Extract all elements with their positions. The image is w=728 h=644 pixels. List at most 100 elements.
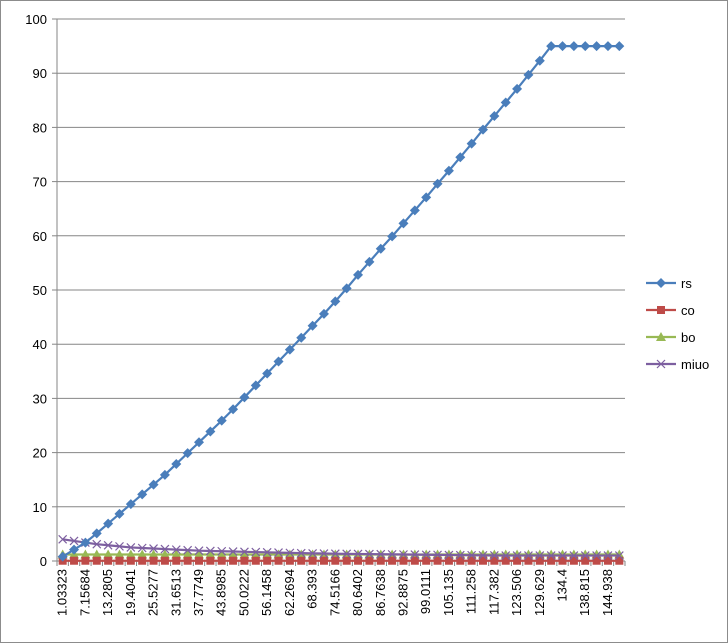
data-point-miuo [364, 549, 374, 559]
data-point-co [70, 556, 79, 565]
legend: rs co bo miuo [646, 276, 709, 372]
legend-marker [656, 359, 666, 369]
data-point-miuo [69, 536, 79, 546]
legend-marker [656, 278, 666, 288]
legend-item-co: co [646, 303, 695, 318]
x-tick-label: 117.382 [486, 569, 501, 615]
y-tick-label: 10 [33, 500, 47, 515]
data-point-co [319, 556, 328, 565]
x-tick-label: 99.0111 [418, 569, 433, 614]
x-tick-label: 37.7749 [191, 569, 206, 616]
data-point-rs [421, 192, 432, 203]
data-point-bo [171, 549, 182, 559]
legend-label: rs [681, 276, 692, 291]
data-point-miuo [308, 548, 318, 558]
data-point-co [535, 556, 544, 565]
data-point-rs [284, 344, 295, 355]
data-point-co [399, 556, 408, 565]
data-point-co [297, 556, 306, 565]
y-tick-label: 20 [33, 446, 47, 461]
data-point-bo [114, 549, 125, 559]
data-point-rs [546, 41, 557, 52]
data-point-rs [159, 469, 170, 480]
x-tick-label: 19.4041 [123, 569, 138, 616]
data-point-rs [91, 528, 102, 539]
data-point-miuo [194, 546, 204, 556]
data-point-rs [523, 69, 534, 80]
data-point-rs [330, 296, 341, 307]
data-point-miuo [262, 547, 272, 557]
data-point-bo [91, 549, 102, 559]
data-point-miuo [489, 551, 499, 560]
data-point-rs [432, 178, 443, 189]
data-point-co [456, 556, 465, 565]
data-point-miuo [603, 551, 613, 561]
data-point-co [81, 556, 90, 565]
data-point-miuo [92, 539, 102, 549]
data-point-miuo [444, 550, 454, 560]
data-point-miuo [228, 547, 238, 556]
data-point-miuo [183, 545, 193, 555]
data-point-co [513, 556, 522, 565]
data-point-rs [182, 448, 193, 459]
data-point-bo [148, 549, 159, 559]
data-point-miuo [274, 548, 283, 558]
x-tick-label: 144.938 [600, 569, 615, 616]
x-tick-label: 62.2694 [282, 569, 297, 616]
data-point-rs [364, 256, 375, 267]
x-tick-label: 111.258 [464, 569, 479, 614]
data-point-co [115, 556, 124, 565]
data-point-co [558, 556, 567, 565]
data-point-rs [307, 320, 318, 331]
data-point-rs [228, 404, 239, 415]
y-tick-label: 50 [33, 283, 47, 298]
series-rs [57, 41, 625, 562]
data-point-co [388, 556, 397, 565]
y-tick-label: 80 [33, 120, 47, 135]
data-point-rs [239, 392, 250, 403]
data-point-rs [216, 415, 227, 426]
legend-label: bo [681, 330, 695, 345]
data-point-miuo [217, 546, 227, 556]
y-tick-label: 70 [33, 175, 47, 190]
data-point-rs [455, 152, 466, 163]
data-point-bo [125, 549, 136, 559]
data-point-rs [602, 41, 613, 52]
data-point-rs [557, 41, 568, 52]
x-tick-label: 43.8985 [214, 569, 229, 616]
data-point-miuo [330, 549, 340, 559]
data-point-rs [409, 205, 420, 216]
data-point-miuo [580, 551, 590, 561]
data-point-bo [228, 549, 239, 559]
data-point-co [501, 556, 510, 565]
data-point-rs [171, 458, 182, 469]
data-point-rs [353, 269, 364, 280]
data-point-co [615, 556, 624, 565]
series-miuo [58, 534, 624, 561]
data-point-rs [534, 55, 545, 66]
data-point-rs [443, 165, 454, 176]
data-point-miuo [319, 549, 329, 558]
data-point-bo [262, 549, 273, 559]
y-axis-tick-labels: 0 10 20 30 40 50 60 70 80 90 100 [25, 12, 47, 569]
data-point-rs [262, 368, 273, 379]
data-point-miuo [421, 550, 431, 560]
data-point-rs [580, 41, 591, 52]
y-tick-label: 30 [33, 391, 47, 406]
x-tick-label: 31.6513 [168, 569, 183, 616]
data-point-miuo [240, 547, 249, 557]
data-point-rs [125, 499, 136, 510]
data-point-co [490, 556, 499, 565]
data-point-miuo [535, 551, 545, 561]
x-tick-label: 7.15684 [77, 569, 92, 616]
data-point-co [138, 556, 147, 565]
data-point-miuo [160, 544, 170, 554]
data-point-co [331, 556, 340, 565]
data-point-rs [375, 243, 386, 254]
data-point-bo [182, 549, 193, 559]
data-point-rs [500, 97, 511, 108]
x-axis-tick-labels: 1.03323 7.15684 13.2805 19.4041 25.5277 31.65… [55, 569, 615, 616]
data-point-miuo [410, 550, 420, 560]
data-point-co [92, 556, 101, 565]
data-point-co [354, 556, 363, 565]
